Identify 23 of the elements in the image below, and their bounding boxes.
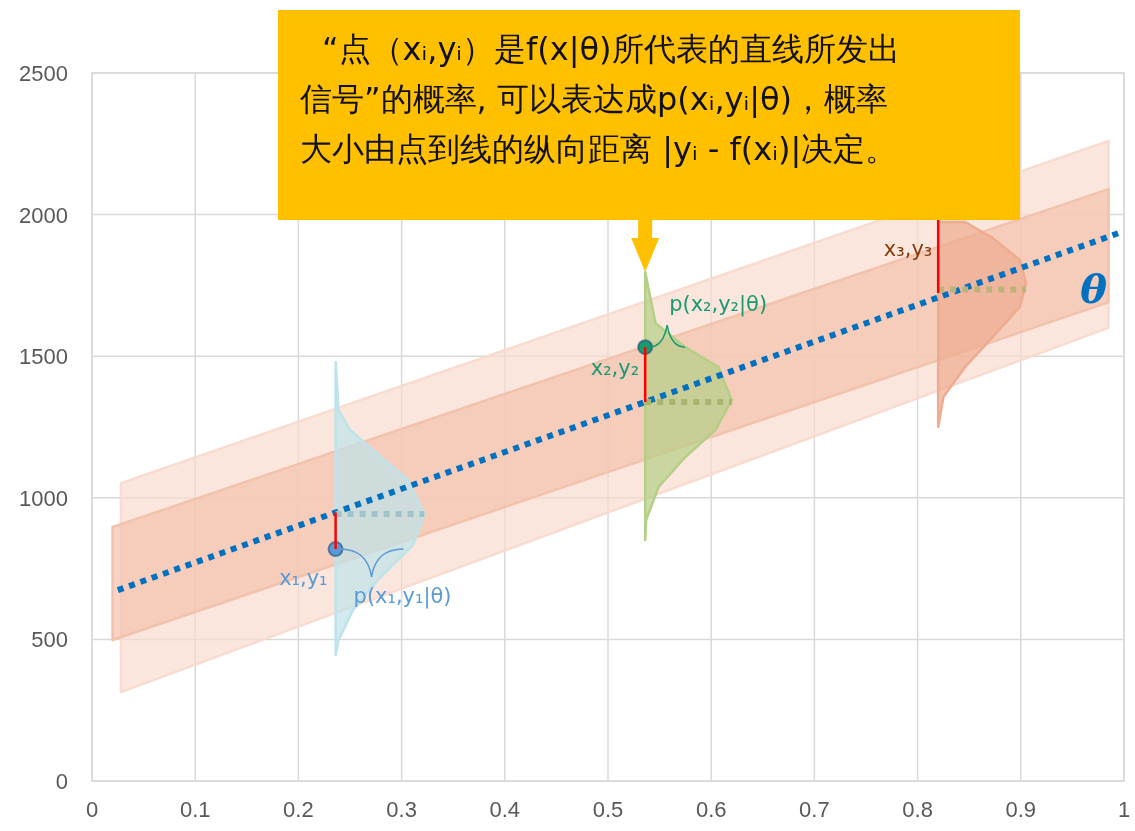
annotation: x₂,y₂ <box>590 356 640 381</box>
x-tick-label: 0 <box>85 797 99 822</box>
x-tick-label: 0.3 <box>386 797 417 822</box>
x-tick-label: 0.7 <box>799 797 830 822</box>
series-label: θ <box>1080 265 1108 313</box>
x-tick-label: 0.2 <box>283 797 314 822</box>
y-tick-label: 2000 <box>19 202 68 228</box>
x-tick-label: 0.4 <box>489 797 521 822</box>
annotation: x₃,y₃ <box>883 237 933 261</box>
x-tick-label: 0.9 <box>1005 797 1037 822</box>
x-tick-label: 1 <box>1117 797 1131 822</box>
y-tick-label: 1500 <box>19 344 68 370</box>
y-tick-label: 1000 <box>19 485 68 511</box>
annotation: x₁,y₁ <box>279 566 328 591</box>
x-tick-label: 0.6 <box>695 797 727 822</box>
y-tick-label: 500 <box>31 627 68 653</box>
annotation: p(x₁,y₁|θ) <box>353 584 452 610</box>
y-tick-label: 2500 <box>19 61 68 86</box>
y-tick-label: 0 <box>55 769 68 794</box>
x-tick-label: 0.1 <box>179 797 211 822</box>
x-tick-label: 0.5 <box>592 797 624 822</box>
x-tick-label: 0.8 <box>902 797 933 822</box>
annotation: p(x₂,y₂|θ) <box>669 292 768 318</box>
